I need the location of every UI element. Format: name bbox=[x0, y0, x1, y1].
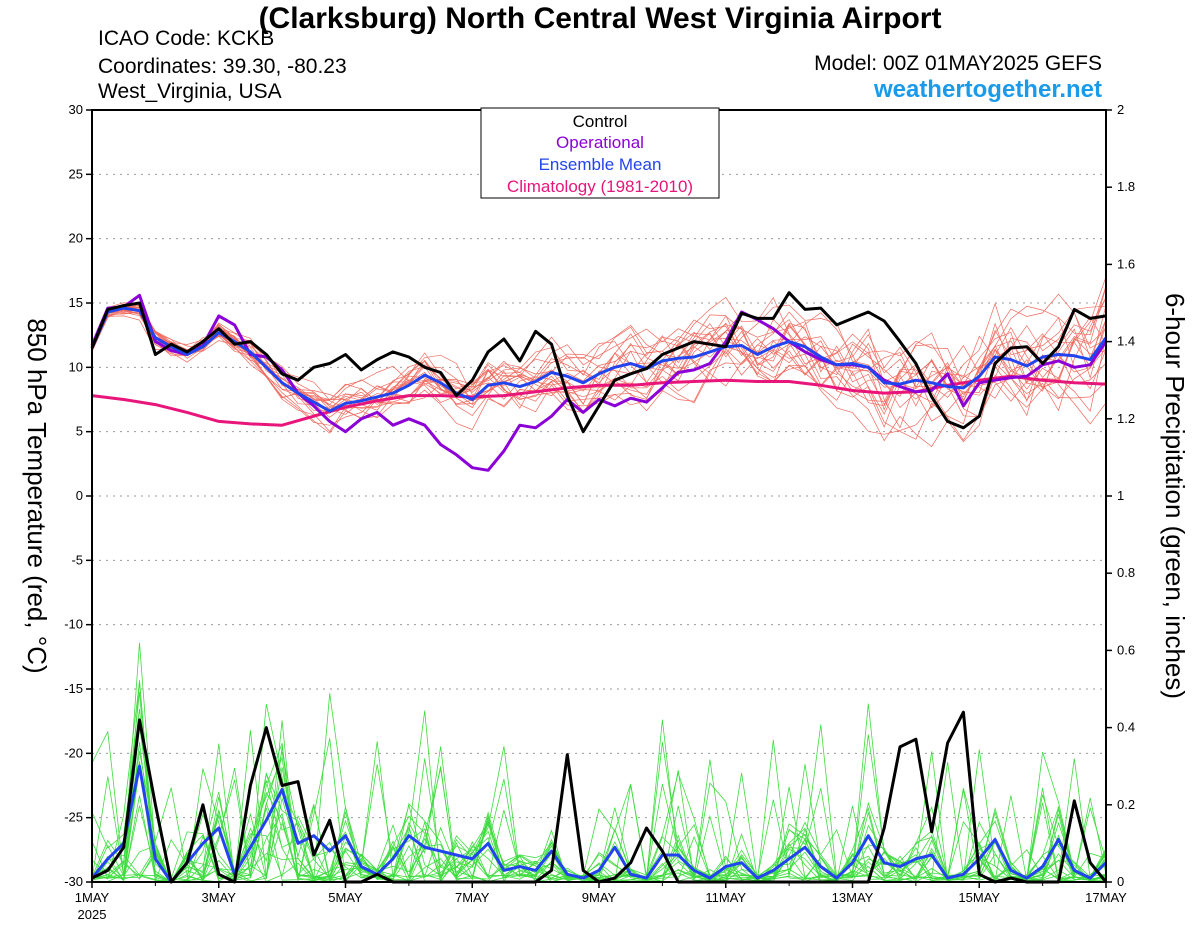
precip-member-line bbox=[91, 768, 1107, 883]
y-axis-left-label: 850 hPa Temperature (red, °C) bbox=[22, 318, 52, 673]
y-left-tick-label: 10 bbox=[69, 359, 83, 374]
legend-entry-operational: Operational bbox=[556, 133, 644, 152]
temp-member-line bbox=[91, 311, 1107, 448]
y-left-tick-label: -15 bbox=[64, 681, 83, 696]
precip-member-line bbox=[91, 681, 1107, 882]
temp-member-line bbox=[91, 309, 1107, 433]
temp-member-line bbox=[91, 315, 1107, 418]
y-left-tick-label: -20 bbox=[64, 745, 83, 760]
x-tick-label: 11MAY bbox=[705, 890, 746, 905]
temp-ensemble-mean-line bbox=[90, 306, 1108, 413]
model-run: Model: 00Z 01MAY2025 GEFS bbox=[814, 52, 1102, 75]
page-title: (Clarksburg) North Central West Virginia… bbox=[258, 2, 942, 35]
y-right-tick-label: 0.6 bbox=[1117, 642, 1135, 657]
legend-entry-mean: Ensemble Mean bbox=[539, 155, 662, 174]
precip-member-line bbox=[91, 730, 1107, 883]
x-tick-year: 2025 bbox=[78, 907, 107, 922]
precip-member-line bbox=[91, 743, 1107, 883]
temp-member-line bbox=[91, 303, 1107, 441]
y-right-tick-label: 1.6 bbox=[1117, 256, 1135, 271]
site-link[interactable]: weathertogether.net bbox=[873, 76, 1102, 103]
y-left-tick-label: 0 bbox=[76, 488, 83, 503]
temp-control-line bbox=[90, 291, 1107, 434]
y-right-tick-label: 2 bbox=[1117, 102, 1124, 117]
y-right-tick-label: 0 bbox=[1117, 874, 1124, 889]
x-tick-label: 1MAY bbox=[75, 890, 110, 905]
precip-member-line bbox=[91, 751, 1107, 883]
x-tick-label: 5MAY bbox=[328, 890, 363, 905]
precip-member-line bbox=[91, 704, 1107, 883]
y-right-tick-label: 1 bbox=[1117, 488, 1124, 503]
legend-entry-climatology: Climatology (1981-2010) bbox=[507, 177, 693, 196]
x-tick-label: 17MAY bbox=[1085, 890, 1127, 905]
icao-code: ICAO Code: KCKB bbox=[98, 27, 275, 50]
precip-member-line bbox=[91, 642, 1107, 883]
legend: Control Operational Ensemble Mean Climat… bbox=[480, 107, 720, 199]
legend-box bbox=[480, 107, 720, 199]
legend-entry-control: Control bbox=[573, 112, 628, 131]
axis-ticks: 302520151050-5-10-15-20-25-3021.81.61.41… bbox=[64, 102, 1135, 922]
y-right-tick-label: 1.2 bbox=[1117, 411, 1135, 426]
precip-member-line bbox=[91, 746, 1107, 883]
y-left-tick-label: 30 bbox=[69, 102, 83, 117]
y-axis-right-label: 6-hour Precipitation (green, inches) bbox=[1160, 293, 1190, 699]
precip-ensemble-mean-line bbox=[90, 764, 1108, 884]
y-right-tick-label: 0.4 bbox=[1117, 720, 1135, 735]
y-left-tick-label: 15 bbox=[69, 295, 83, 310]
grid-lines bbox=[92, 173, 1106, 819]
x-tick-label: 7MAY bbox=[455, 890, 490, 905]
y-left-tick-label: -5 bbox=[71, 552, 83, 567]
y-left-tick-label: -10 bbox=[64, 617, 83, 632]
temp-climatology-1981-2010-line bbox=[91, 374, 1107, 427]
coordinates: Coordinates: 39.30, -80.23 bbox=[98, 55, 347, 78]
y-right-tick-label: 1.4 bbox=[1117, 334, 1135, 349]
y-left-tick-label: 25 bbox=[69, 166, 83, 181]
temp-member-line bbox=[91, 286, 1107, 434]
precip-member-line bbox=[91, 680, 1107, 883]
y-left-tick-label: 5 bbox=[76, 424, 83, 439]
y-left-tick-label: -25 bbox=[64, 810, 83, 825]
y-right-tick-label: 1.8 bbox=[1117, 179, 1135, 194]
y-left-tick-label: 20 bbox=[69, 231, 83, 246]
y-right-tick-label: 0.8 bbox=[1117, 565, 1135, 580]
x-tick-label: 3MAY bbox=[202, 890, 237, 905]
temp-member-line bbox=[91, 305, 1107, 420]
temp-member-line bbox=[91, 276, 1107, 411]
x-tick-label: 9MAY bbox=[582, 890, 617, 905]
y-right-tick-label: 0.2 bbox=[1117, 797, 1135, 812]
x-tick-label: 15MAY bbox=[958, 890, 1000, 905]
region-label: West_Virginia, USA bbox=[98, 80, 282, 103]
x-tick-label: 13MAY bbox=[832, 890, 874, 905]
y-left-tick-label: -30 bbox=[64, 874, 83, 889]
precip-member-line bbox=[91, 692, 1107, 883]
temp-member-line bbox=[91, 305, 1107, 435]
